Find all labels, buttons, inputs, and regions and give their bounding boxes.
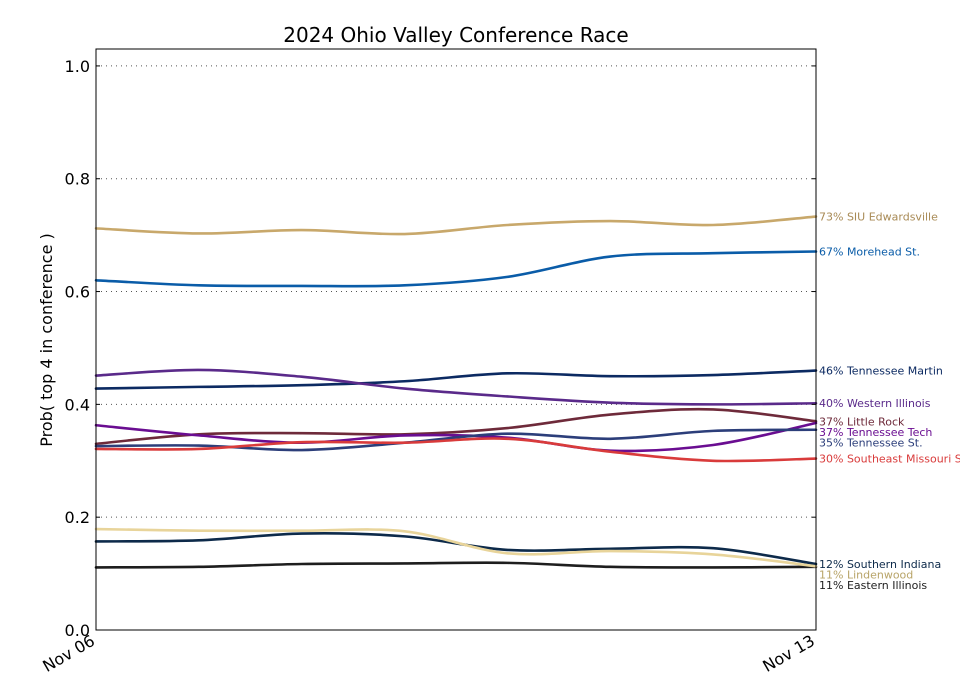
end-label-morehead-st: 67% Morehead St.	[819, 246, 920, 259]
series-line-lindenwood	[94, 527, 818, 568]
x-tick-label: Nov 13	[759, 631, 818, 676]
plot-frame	[95, 48, 817, 631]
y-tick-label: 1.0	[65, 57, 90, 76]
series-line-tennessee-tech	[94, 421, 818, 453]
series-line-siu-edwardsville	[94, 215, 818, 236]
y-tick-label: 0.4	[65, 395, 90, 414]
series-end-labels: 73% SIU Edwardsville 67% Morehead St. 46% …	[819, 211, 960, 593]
series-line-southeast-missouri-st	[94, 437, 818, 463]
end-label-little-rock: 37% Little Rock	[819, 415, 905, 428]
series-line-eastern-illinois	[94, 561, 818, 569]
series-lines	[94, 215, 818, 569]
end-label-siu-edwardsville: 73% SIU Edwardsville	[819, 211, 938, 224]
series-line-morehead-st	[94, 250, 818, 288]
end-label-tennessee-st: 35% Tennessee St.	[819, 436, 923, 449]
end-label-tennessee-tech: 37% Tennessee Tech	[819, 426, 932, 439]
series-line-tennessee-st	[94, 428, 818, 452]
chart-title: 2024 Ohio Valley Conference Race	[283, 23, 628, 47]
y-tick-label: 0.6	[65, 283, 90, 302]
series-line-little-rock	[94, 407, 818, 446]
end-label-eastern-illinois: 11% Eastern Illinois	[819, 579, 927, 592]
end-label-lindenwood: 11% Lindenwood	[819, 569, 913, 582]
end-label-tennessee-martin: 46% Tennessee Martin	[819, 365, 943, 378]
y-tick-label: 0.2	[65, 508, 90, 527]
end-label-western-illinois: 40% Western Illinois	[819, 397, 931, 410]
y-axis-label: Prob( top 4 in conference )	[37, 233, 56, 447]
y-tick-label: 0.8	[65, 170, 90, 189]
y-tick-label: 0.0	[65, 621, 90, 640]
end-label-southeast-missouri-st: 30% Southeast Missouri St.	[819, 453, 960, 466]
end-label-southern-indiana: 12% Southern Indiana	[819, 558, 941, 571]
series-line-tennessee-martin	[94, 369, 818, 390]
series-line-western-illinois	[94, 368, 818, 406]
series-line-southern-indiana	[94, 532, 818, 566]
